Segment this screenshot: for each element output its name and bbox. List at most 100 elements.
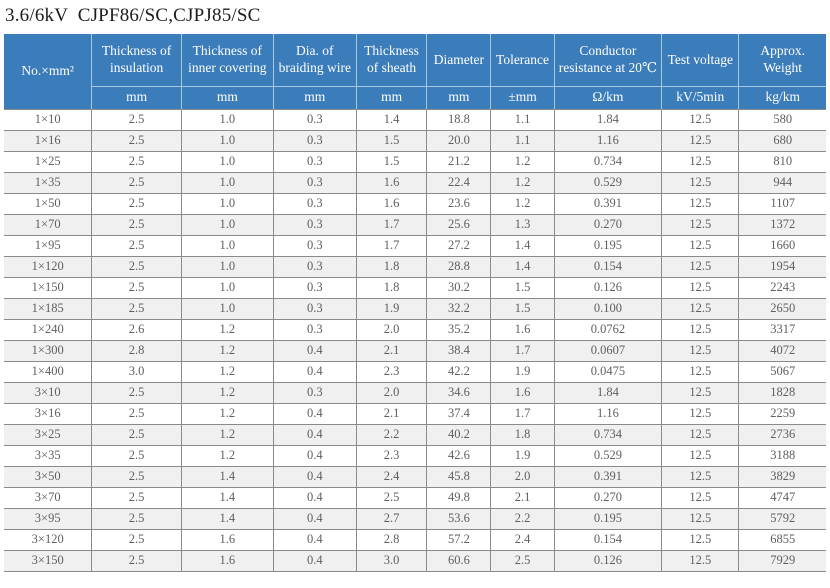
value-cell: 0.0762	[553, 318, 663, 341]
table-row: 1×10 2.5 1.0 0.3 1.4 18.8 1.1 1.84 12.5 580	[4, 108, 826, 131]
value-cell: 21.2	[426, 150, 492, 173]
value-cell: 1.4	[180, 486, 274, 509]
value-cell: 1.2	[490, 150, 555, 173]
value-cell: 1954	[738, 255, 826, 278]
row-size-cell: 1×400	[4, 360, 93, 383]
value-cell: 0.4	[272, 465, 357, 488]
value-cell: 0.4	[272, 444, 357, 467]
value-cell: 12.5	[661, 339, 740, 362]
table-row: 3×95 2.5 1.4 0.4 2.7 53.6 2.2 0.195 12.5 5792	[4, 507, 826, 530]
value-cell: 1.6	[490, 381, 555, 404]
value-cell: 12.5	[661, 507, 740, 530]
table-row: 3×10 2.5 1.2 0.3 2.0 34.6 1.6 1.84 12.5 1828	[4, 381, 826, 404]
value-cell: 12.5	[661, 465, 740, 488]
value-cell: 1.4	[490, 234, 555, 257]
value-cell: 2.5	[91, 507, 182, 530]
value-cell: 1.0	[180, 276, 274, 299]
row-size-cell: 1×25	[4, 150, 93, 173]
value-cell: 34.6	[426, 381, 492, 404]
value-cell: 5067	[738, 360, 826, 383]
row-size-cell: 3×70	[4, 486, 93, 509]
col-header-0: No.×mm²	[4, 34, 93, 110]
row-size-cell: 1×300	[4, 339, 93, 362]
value-cell: 2.5	[91, 213, 182, 236]
value-cell: 0.4	[272, 486, 357, 509]
value-cell: 12.5	[661, 108, 740, 131]
value-cell: 0.3	[272, 192, 357, 215]
value-cell: 12.5	[661, 549, 740, 572]
value-cell: 3188	[738, 444, 826, 467]
value-cell: 12.5	[661, 192, 740, 215]
col-header-9: Approx. Weight	[738, 34, 826, 87]
value-cell: 2.5	[91, 150, 182, 173]
row-size-cell: 3×150	[4, 549, 93, 572]
value-cell: 0.4	[272, 528, 357, 551]
value-cell: 0.3	[272, 297, 357, 320]
table-row: 1×185 2.5 1.0 0.3 1.9 32.2 1.5 0.100 12.5 2650	[4, 297, 826, 320]
value-cell: 0.195	[553, 507, 663, 530]
value-cell: 2.3	[355, 360, 428, 383]
value-cell: 5792	[738, 507, 826, 530]
row-size-cell: 1×16	[4, 129, 93, 152]
value-cell: 1.9	[355, 297, 428, 320]
col-unit-1: mm	[91, 85, 182, 110]
value-cell: 0.391	[553, 192, 663, 215]
value-cell: 12.5	[661, 402, 740, 425]
value-cell: 1.7	[355, 213, 428, 236]
value-cell: 23.6	[426, 192, 492, 215]
col-unit-7: Ω/km	[553, 85, 663, 110]
value-cell: 0.391	[553, 465, 663, 488]
value-cell: 2650	[738, 297, 826, 320]
value-cell: 1.0	[180, 192, 274, 215]
value-cell: 1.0	[180, 255, 274, 278]
value-cell: 0.3	[272, 150, 357, 173]
value-cell: 1.2	[180, 444, 274, 467]
value-cell: 0.3	[272, 381, 357, 404]
value-cell: 1.4	[355, 108, 428, 131]
value-cell: 0.3	[272, 276, 357, 299]
value-cell: 2.1	[355, 402, 428, 425]
table-row: 1×16 2.5 1.0 0.3 1.5 20.0 1.1 1.16 12.5 680	[4, 129, 826, 152]
col-header-3: Dia. of braiding wire	[272, 34, 357, 87]
value-cell: 2.5	[91, 444, 182, 467]
value-cell: 0.4	[272, 423, 357, 446]
value-cell: 1.0	[180, 129, 274, 152]
value-cell: 38.4	[426, 339, 492, 362]
value-cell: 1.16	[553, 402, 663, 425]
value-cell: 45.8	[426, 465, 492, 488]
value-cell: 42.2	[426, 360, 492, 383]
value-cell: 0.126	[553, 276, 663, 299]
value-cell: 2.1	[355, 339, 428, 362]
value-cell: 0.734	[553, 150, 663, 173]
value-cell: 0.4	[272, 339, 357, 362]
value-cell: 2.8	[91, 339, 182, 362]
value-cell: 27.2	[426, 234, 492, 257]
value-cell: 0.270	[553, 213, 663, 236]
value-cell: 12.5	[661, 213, 740, 236]
value-cell: 7929	[738, 549, 826, 572]
col-header-6: Tolerance	[490, 34, 555, 87]
row-size-cell: 1×70	[4, 213, 93, 236]
col-header-1: Thickness of insulation	[91, 34, 182, 87]
value-cell: 1.9	[490, 444, 555, 467]
page-title: 3.6/6kV CJPF86/SC,CJPJ85/SC	[5, 5, 261, 26]
value-cell: 0.0607	[553, 339, 663, 362]
value-cell: 580	[738, 108, 826, 131]
value-cell: 2.4	[490, 528, 555, 551]
value-cell: 53.6	[426, 507, 492, 530]
value-cell: 12.5	[661, 423, 740, 446]
value-cell: 2.2	[355, 423, 428, 446]
value-cell: 1.4	[490, 255, 555, 278]
value-cell: 0.4	[272, 360, 357, 383]
table-row: 3×16 2.5 1.2 0.4 2.1 37.4 1.7 1.16 12.5 2259	[4, 402, 826, 425]
value-cell: 3829	[738, 465, 826, 488]
value-cell: 2.5	[91, 234, 182, 257]
value-cell: 22.4	[426, 171, 492, 194]
col-header-4: Thickness of sheath	[355, 34, 428, 87]
value-cell: 1.2	[180, 402, 274, 425]
row-size-cell: 1×10	[4, 108, 93, 131]
value-cell: 2.3	[355, 444, 428, 467]
value-cell: 49.8	[426, 486, 492, 509]
value-cell: 1.2	[180, 381, 274, 404]
row-size-cell: 3×25	[4, 423, 93, 446]
